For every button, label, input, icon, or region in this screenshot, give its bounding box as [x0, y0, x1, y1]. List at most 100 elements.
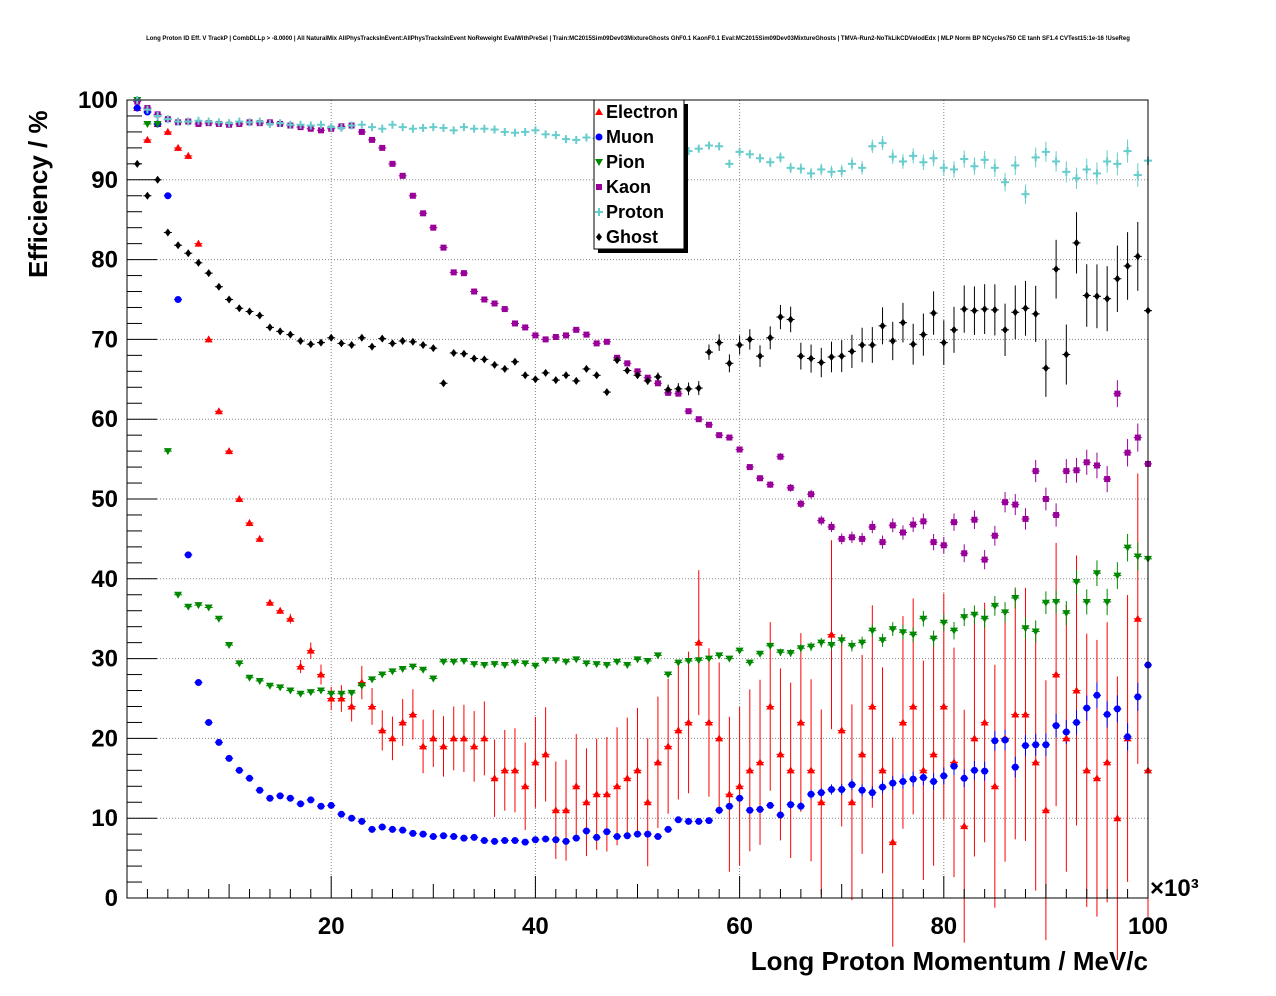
y-axis-title: Efficiency / % — [23, 110, 53, 278]
electron-point — [715, 734, 724, 742]
electron-point — [265, 598, 274, 606]
ghost-point — [542, 368, 549, 377]
proton-point — [929, 154, 938, 163]
proton-point — [990, 163, 999, 172]
electron-point — [163, 127, 172, 135]
electron-point — [888, 838, 897, 846]
muon-point — [256, 786, 264, 794]
pion-point — [214, 615, 223, 623]
pion-point — [868, 627, 877, 635]
electron-legend-label: Electron — [606, 102, 678, 122]
muon-point — [327, 801, 335, 809]
muon-point — [378, 823, 386, 831]
ghost-point — [777, 313, 784, 322]
ghost-point — [757, 352, 764, 361]
pion-point — [378, 671, 387, 679]
muon-point — [225, 754, 233, 762]
pion-point — [500, 661, 509, 669]
proton-point — [704, 141, 713, 150]
muon-point — [654, 833, 662, 841]
muon-point — [164, 192, 172, 200]
ghost-point — [185, 249, 192, 258]
muon-point — [593, 833, 601, 841]
pion-point — [368, 676, 377, 684]
electron-point — [592, 790, 601, 798]
ghost-point — [256, 311, 263, 320]
muon-point — [133, 104, 141, 112]
proton-point — [500, 127, 509, 136]
pion-point — [347, 689, 356, 697]
ghost-point — [358, 333, 365, 342]
ghost-point — [481, 355, 488, 364]
ghost-point — [951, 325, 958, 334]
ghost-point — [450, 348, 457, 357]
ghost-point — [1042, 364, 1049, 373]
pion-point — [878, 637, 887, 645]
muon-point — [603, 828, 611, 836]
ghost-point — [460, 349, 467, 358]
ghost-point — [818, 358, 825, 367]
proton-point — [378, 124, 387, 133]
electron-point — [1082, 766, 1091, 774]
pion-point — [725, 655, 734, 663]
electron-point — [439, 742, 448, 750]
pion-point — [439, 658, 448, 666]
electron-point — [286, 614, 295, 622]
ghost-point — [879, 321, 886, 330]
muon-point — [307, 796, 315, 804]
pion-point — [306, 689, 315, 697]
proton-point — [439, 123, 448, 132]
muon-point — [1032, 741, 1040, 749]
ghost-point — [205, 269, 212, 278]
pion-point — [582, 660, 591, 668]
ghost-point — [440, 379, 447, 388]
electron-point — [990, 782, 999, 790]
kaon-point — [317, 127, 324, 134]
ghost-point — [685, 384, 692, 393]
pion-point — [1072, 578, 1081, 586]
proton-point — [1052, 157, 1061, 166]
pion-point — [929, 635, 938, 643]
ghost-point — [1073, 238, 1080, 247]
kaon-point — [767, 481, 774, 488]
ghost-point — [511, 357, 518, 366]
electron-point — [898, 718, 907, 726]
proton-point — [1031, 153, 1040, 162]
proton-point — [368, 123, 377, 132]
muon-point — [491, 837, 499, 845]
ghost-point — [1083, 291, 1090, 300]
proton-point — [510, 128, 519, 137]
muon-point — [358, 817, 366, 825]
electron-point — [827, 630, 836, 638]
kaon-point — [961, 550, 968, 557]
electron-point — [562, 806, 571, 814]
muon-point — [664, 825, 672, 833]
muon-point — [480, 837, 488, 845]
electron-point — [837, 726, 846, 734]
ghost-point — [430, 344, 437, 353]
electron-point — [766, 702, 775, 710]
pion-point — [276, 684, 285, 692]
kaon-point — [522, 324, 529, 331]
ghost-point — [317, 338, 324, 347]
kaon-point — [1134, 434, 1141, 441]
pion-point — [204, 604, 213, 612]
proton-point — [459, 123, 468, 132]
muon-legend-marker — [595, 133, 603, 141]
proton-point — [531, 126, 540, 135]
electron-point — [449, 734, 458, 742]
pion-point — [745, 659, 754, 667]
proton-point — [766, 158, 775, 167]
kaon-point — [1002, 499, 1009, 506]
electron-point — [939, 702, 948, 710]
proton-point — [909, 151, 918, 160]
proton-point — [276, 119, 285, 128]
ghost-point — [828, 352, 835, 361]
muon-point — [736, 794, 744, 802]
pion-point — [398, 665, 407, 673]
kaon-point — [746, 464, 753, 471]
proton-point — [204, 117, 213, 126]
kaon-point — [859, 535, 866, 542]
proton-point — [1113, 159, 1122, 168]
electron-point — [1011, 710, 1020, 718]
